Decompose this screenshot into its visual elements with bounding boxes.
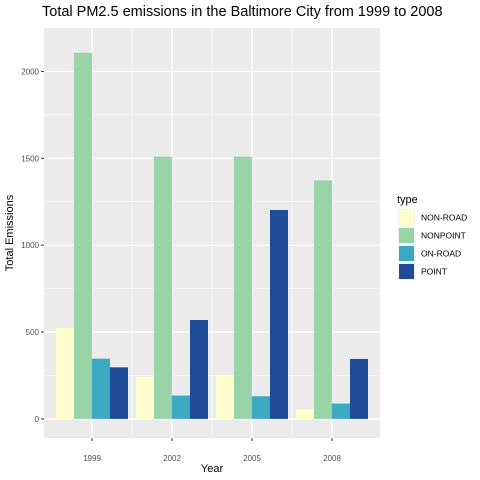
x-axis-title: Year [201, 463, 224, 475]
x-tick-label: 2002 [163, 454, 181, 463]
bar-non-road-2008 [296, 409, 314, 419]
axes: 0 500 1000 1500 2000 1999 2002 2005 2008 [21, 67, 341, 463]
y-tick-label: 500 [26, 328, 40, 337]
bar-nonpoint-2008 [314, 180, 332, 419]
chart-title: Total PM2.5 emissions in the Baltimore C… [42, 4, 443, 20]
x-tick-label: 1999 [83, 454, 101, 463]
bar-point-1999 [110, 367, 128, 419]
bar-nonpoint-1999 [74, 52, 92, 419]
legend-title: type [397, 194, 418, 206]
legend-swatch-point [399, 264, 414, 279]
legend-swatch-nonpoint [399, 228, 414, 243]
y-tick-label: 1500 [21, 154, 39, 163]
y-tick-label: 1000 [21, 241, 39, 250]
x-tick-label: 2008 [323, 454, 341, 463]
legend-swatch-on-road [399, 246, 414, 261]
bar-point-2005 [270, 209, 288, 419]
y-axis-title: Total Emissions [4, 194, 16, 271]
y-tick-label: 0 [35, 415, 40, 424]
bar-point-2008 [350, 358, 368, 419]
bars [56, 52, 368, 419]
y-tick-label: 2000 [21, 67, 39, 76]
bar-nonpoint-2002 [154, 156, 172, 419]
bar-on-road-2005 [252, 396, 270, 419]
bar-on-road-2008 [332, 403, 350, 419]
legend-label-non-road: NON-ROAD [421, 213, 467, 223]
bar-non-road-1999 [56, 328, 74, 419]
bar-nonpoint-2005 [234, 156, 252, 419]
legend-swatch-non-road [399, 210, 414, 225]
bar-on-road-2002 [172, 395, 190, 419]
legend-label-point: POINT [421, 267, 447, 277]
legend: type NON-ROAD NONPOINT ON-ROAD POINT [397, 194, 467, 280]
bar-non-road-2002 [136, 377, 154, 419]
legend-label-on-road: ON-ROAD [421, 249, 461, 259]
x-tick-label: 2005 [243, 454, 261, 463]
bar-on-road-1999 [92, 358, 110, 419]
bar-non-road-2005 [216, 375, 234, 419]
bar-point-2002 [190, 319, 208, 419]
legend-label-nonpoint: NONPOINT [421, 231, 466, 241]
